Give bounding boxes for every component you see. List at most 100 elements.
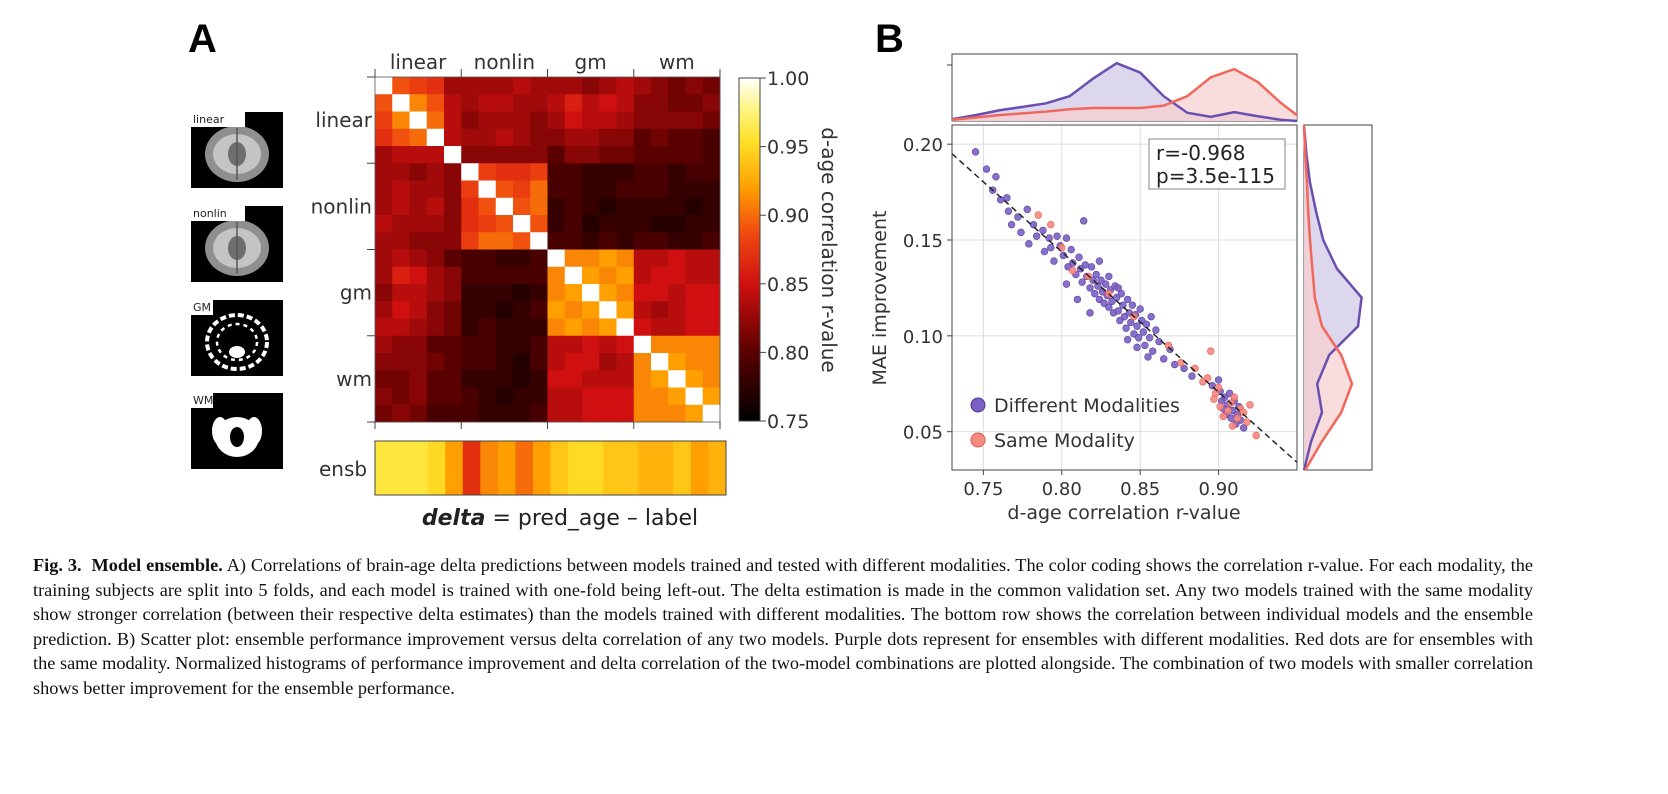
heatmap-cell xyxy=(444,249,462,268)
point-same-modality xyxy=(1207,347,1215,355)
heatmap-cell xyxy=(375,77,393,95)
heatmap-cell xyxy=(478,370,497,388)
ensemble-cell xyxy=(375,441,393,495)
heatmap-cell xyxy=(564,404,583,423)
point-different-modalities xyxy=(1149,347,1157,355)
ensemble-cell xyxy=(392,441,411,495)
colorbar-tick-label: 0.75 xyxy=(767,411,809,433)
heatmap-cell xyxy=(375,404,393,423)
heatmap-cell xyxy=(409,111,428,130)
heatmap-cell xyxy=(426,335,445,354)
point-different-modalities xyxy=(1014,213,1022,221)
heatmap-cell xyxy=(426,249,445,268)
heatmap-cell xyxy=(616,301,635,319)
heatmap-cell xyxy=(702,163,721,181)
point-different-modalities xyxy=(1170,360,1179,369)
ensemble-cell xyxy=(690,441,709,495)
heatmap-cell xyxy=(616,249,635,268)
heatmap-cell xyxy=(599,404,617,423)
heatmap-cell xyxy=(582,284,600,302)
heatmap-cell xyxy=(409,301,428,319)
heatmap-cell xyxy=(547,249,566,268)
heatmap-cell xyxy=(599,301,617,319)
heatmap-cell xyxy=(392,77,410,95)
point-different-modalities xyxy=(1123,335,1132,344)
heatmap-cell xyxy=(461,249,479,268)
point-different-modalities xyxy=(971,148,980,156)
heatmap-cell xyxy=(564,215,583,233)
caption-title: Model ensemble. xyxy=(91,555,223,575)
heatmap-cell xyxy=(375,215,393,233)
heatmap-cell xyxy=(461,301,479,319)
heatmap-cell xyxy=(633,197,652,216)
point-different-modalities xyxy=(1078,278,1086,286)
heatmap-cell xyxy=(444,387,462,406)
heatmap-cell xyxy=(702,404,721,423)
heatmap-cell xyxy=(599,163,617,181)
heatmap-cell xyxy=(685,370,704,388)
heatmap-cell xyxy=(375,284,393,302)
heatmap-cell xyxy=(685,284,704,302)
heatmap-cell xyxy=(564,353,583,371)
heatmap-cell xyxy=(651,111,669,130)
density-different-modalities xyxy=(1302,124,1363,471)
heatmap-cell xyxy=(444,284,462,302)
heatmap-cell xyxy=(633,318,652,337)
ensemble-cell xyxy=(550,441,569,495)
heatmap-cell xyxy=(375,249,393,268)
heatmap-cell xyxy=(582,94,600,112)
point-different-modalities xyxy=(1119,301,1127,309)
heatmap-cell xyxy=(409,197,428,216)
heatmap-cell xyxy=(513,146,531,164)
heatmap-cell xyxy=(633,94,652,112)
heatmap-cell xyxy=(513,232,531,250)
heatmap-cell xyxy=(668,249,686,268)
heatmap-cell xyxy=(616,163,635,181)
heatmap-cell xyxy=(392,335,410,354)
point-different-modalities xyxy=(1086,284,1094,292)
heatmap-cell xyxy=(599,335,617,354)
heatmap-cell xyxy=(668,318,686,337)
ensemble-cell xyxy=(480,441,499,495)
heatmap-cell xyxy=(564,232,583,250)
heatmap-cell xyxy=(582,266,600,285)
point-different-modalities xyxy=(1239,424,1248,432)
heatmap-cell xyxy=(392,146,410,164)
heatmap-cell xyxy=(633,266,652,285)
heatmap-cell xyxy=(530,266,548,285)
point-different-modalities xyxy=(1073,295,1082,304)
heatmap-cell xyxy=(513,335,531,354)
heatmap-cell xyxy=(633,111,652,130)
point-different-modalities xyxy=(1136,305,1144,313)
ensemble-cell xyxy=(445,441,464,495)
point-same-modality xyxy=(1034,211,1042,219)
heatmap-cell xyxy=(495,335,514,354)
heatmap-cell xyxy=(409,404,428,423)
heatmap-row-label: nonlin xyxy=(311,194,372,218)
point-different-modalities xyxy=(1032,232,1041,240)
heatmap-cell xyxy=(409,353,428,371)
heatmap-cell xyxy=(461,215,479,233)
ensemble-cell xyxy=(532,441,551,495)
heatmap-cell xyxy=(426,94,445,112)
point-different-modalities xyxy=(1039,226,1047,235)
heatmap-cell xyxy=(616,232,635,250)
heatmap-cell xyxy=(564,77,583,95)
point-different-modalities xyxy=(1145,334,1154,342)
heatmap-cell xyxy=(582,77,600,95)
heatmap-col-label: gm xyxy=(575,50,607,74)
heatmap-cell xyxy=(444,266,462,285)
heatmap-cell xyxy=(599,266,617,285)
heatmap-cell xyxy=(513,353,531,371)
heatmap-cell xyxy=(375,335,393,354)
heatmap-cell xyxy=(444,335,462,354)
figure: A B linear nonlin GM WM linear linear nonlin n… xyxy=(188,17,1373,531)
point-different-modalities xyxy=(1029,220,1038,229)
heatmap-cell xyxy=(547,404,566,423)
heatmap-cell xyxy=(478,301,497,319)
heatmap-cell xyxy=(633,77,652,95)
heatmap-cell xyxy=(685,387,704,406)
scatter-legend: Different Modalities Same Modality xyxy=(970,395,1180,452)
point-same-modality xyxy=(1219,412,1227,421)
thumbnail-label: nonlin xyxy=(193,207,227,220)
